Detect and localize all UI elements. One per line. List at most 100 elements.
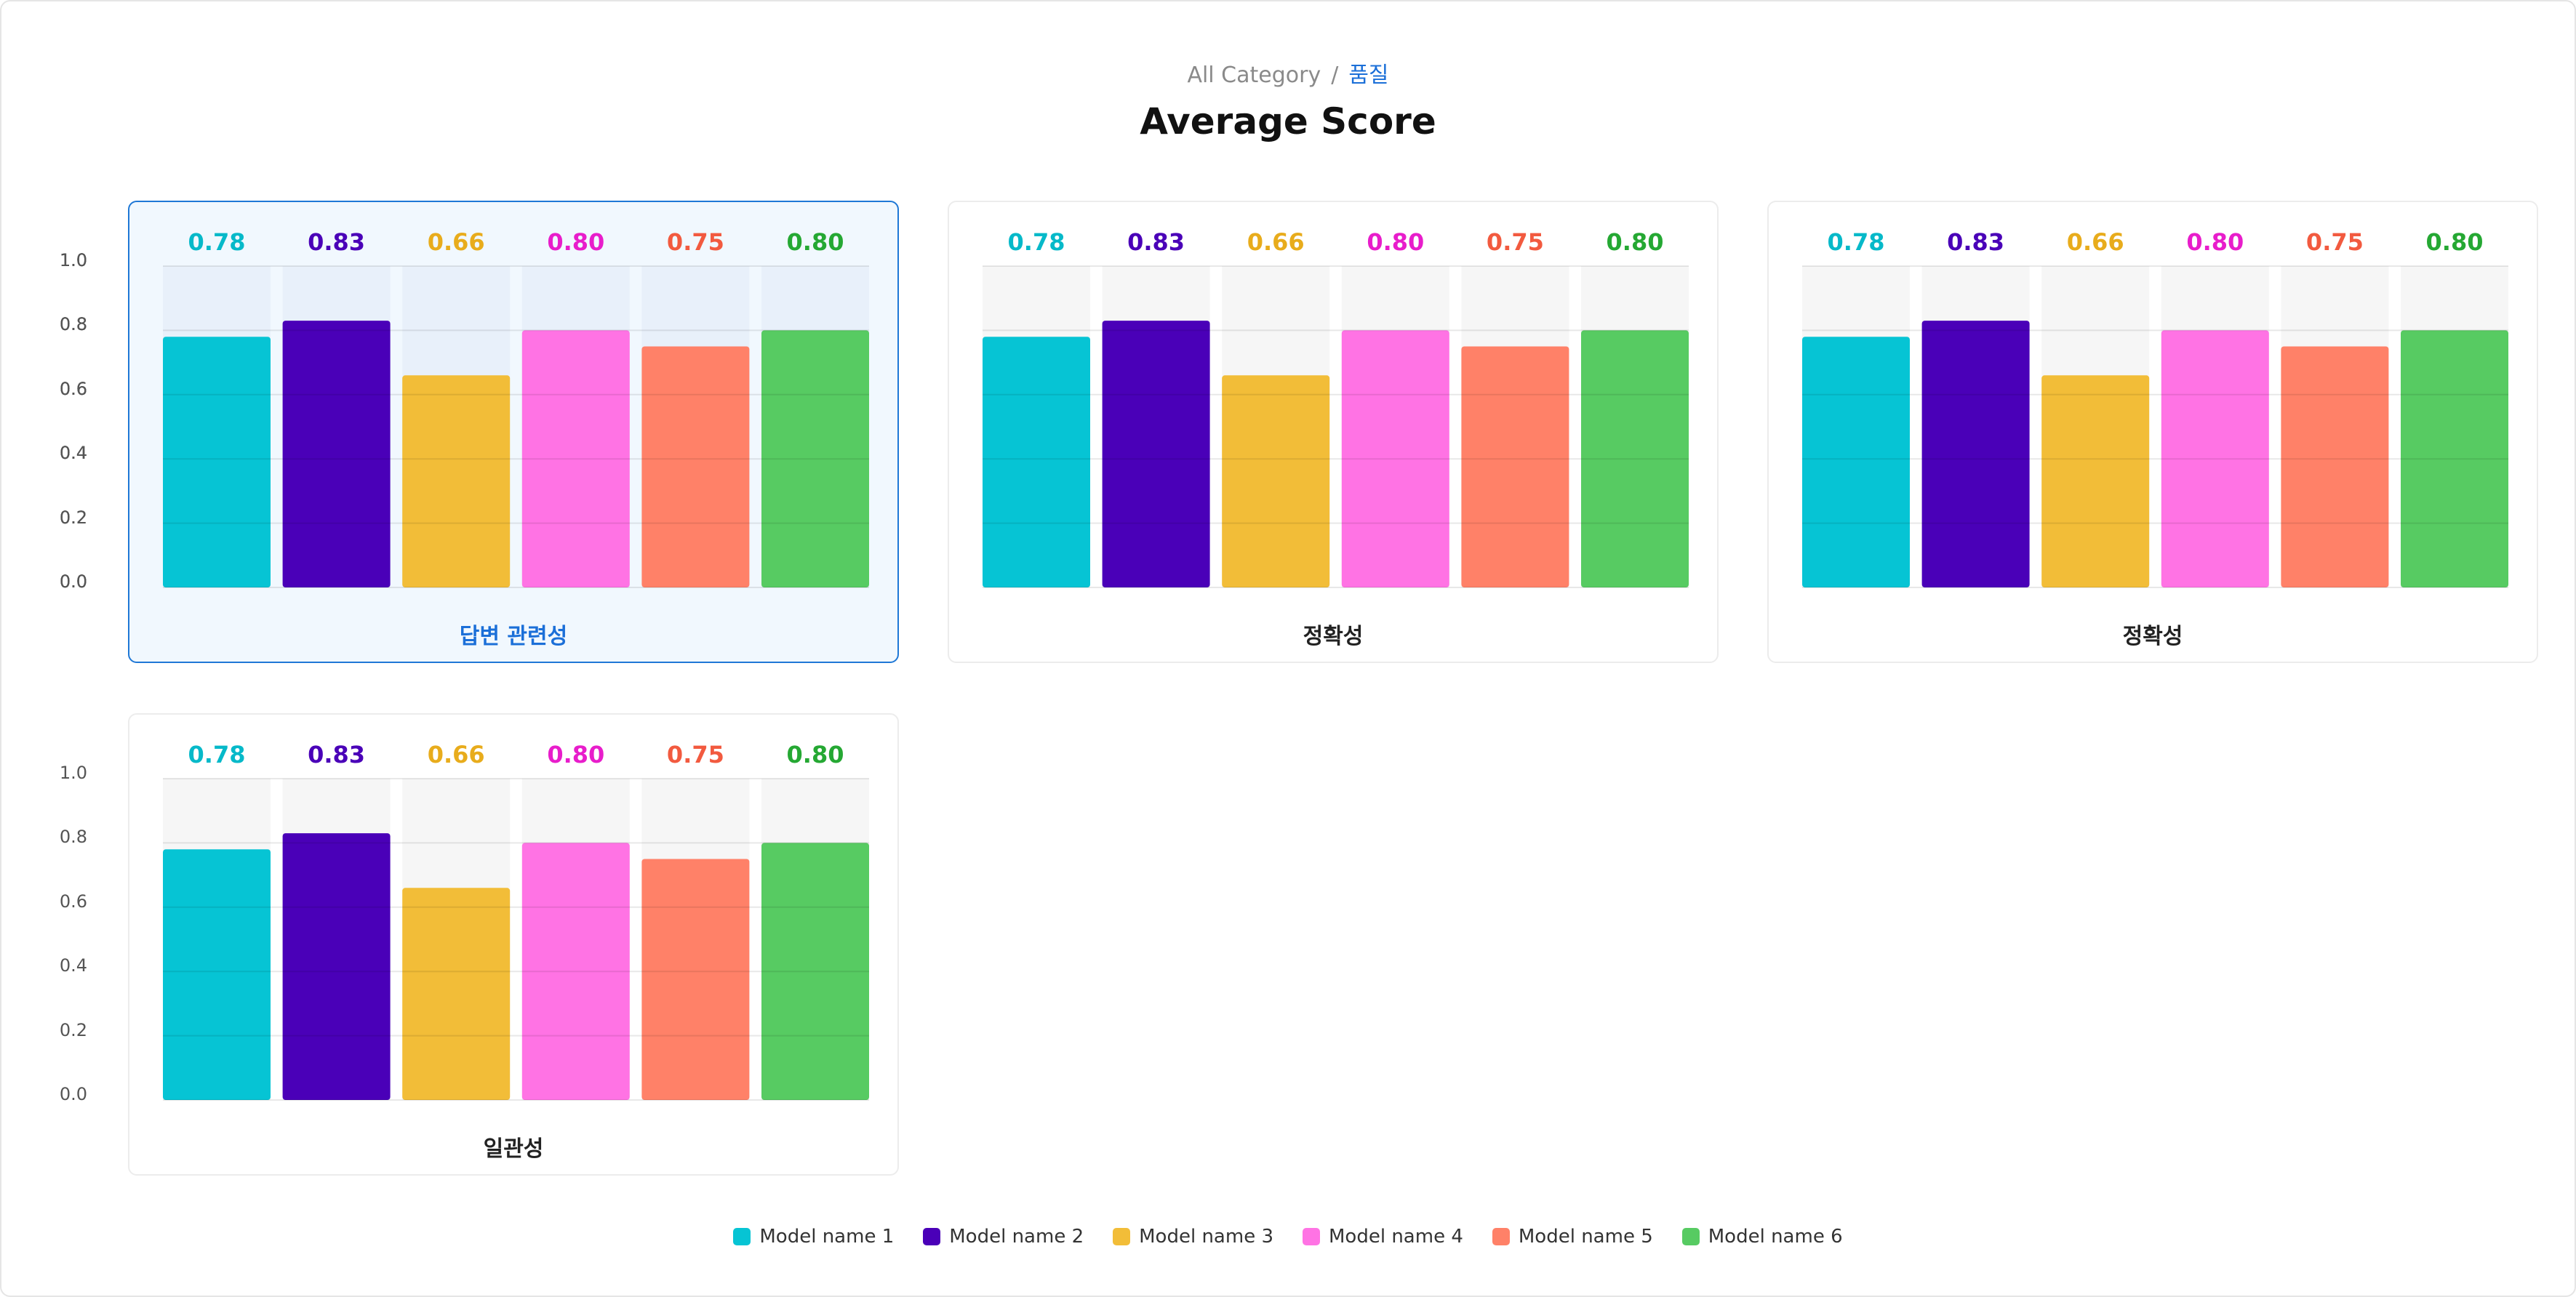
value-label-3: 0.66	[2067, 228, 2124, 256]
y-tick-label: 0.2	[59, 507, 87, 528]
value-label-5: 0.75	[667, 228, 724, 256]
chart-label: 정확성	[2122, 624, 2183, 649]
chart-card-3[interactable]: 0.78 0.83 0.66 0.80 0.75 0.80 정확성	[1767, 201, 2538, 663]
bar-2[interactable]	[282, 321, 391, 587]
bar-chart: 0.78 0.83 0.66 0.80 0.75 0.80	[983, 228, 1689, 588]
legend-item-3[interactable]: Model name 3	[1113, 1226, 1273, 1248]
legend-swatch	[1681, 1228, 1700, 1245]
value-label-4: 0.80	[547, 228, 604, 256]
bar-3[interactable]	[402, 888, 511, 1100]
chart-label: 답변 관련성	[459, 624, 568, 649]
value-label-3: 0.66	[1247, 228, 1305, 256]
bar-5[interactable]	[1461, 346, 1569, 588]
bar-4[interactable]	[521, 843, 630, 1100]
bar-3[interactable]	[2041, 375, 2150, 587]
legend-label: Model name 6	[1708, 1226, 1843, 1248]
bar-6[interactable]	[761, 330, 869, 587]
chart-card-1[interactable]: 0.78 0.83 0.66 0.80 0.75 0.80 답변 관련성	[128, 201, 899, 663]
y-tick-label: 0.2	[59, 507, 87, 528]
bar-2[interactable]	[1102, 321, 1210, 587]
legend-swatch	[923, 1228, 941, 1245]
legend-swatch	[1303, 1228, 1320, 1245]
value-label-2: 0.83	[308, 228, 365, 256]
legend-label: Model name 2	[949, 1226, 1084, 1248]
legend-item-4[interactable]: Model name 4	[1303, 1226, 1463, 1248]
page-title: Average Score	[1140, 100, 1436, 142]
y-tick-label: 0.0	[59, 571, 87, 592]
legend-item-2[interactable]: Model name 2	[923, 1226, 1084, 1248]
bar-6[interactable]	[761, 843, 869, 1100]
value-label-6: 0.80	[787, 228, 844, 256]
bar-4[interactable]	[1341, 330, 1449, 587]
value-label-1: 0.78	[1008, 228, 1065, 256]
y-tick-label: 0.2	[59, 1019, 87, 1040]
value-label-5: 0.75	[667, 741, 724, 768]
bar-1[interactable]	[983, 337, 1090, 587]
legend-item-1[interactable]: Model name 1	[733, 1226, 894, 1248]
value-label-5: 0.75	[2306, 228, 2364, 256]
value-label-6: 0.80	[2426, 228, 2484, 256]
y-axis: 1.0 0.8 0.6 0.4 0.2 0.0	[57, 201, 87, 663]
bar-chart: 0.78 0.83 0.66 0.80 0.75 0.80	[163, 741, 869, 1101]
y-tick-label: 0.8	[59, 314, 87, 335]
chart-label: 정확성	[1303, 624, 1364, 649]
legend-swatch	[733, 1228, 751, 1245]
bar-chart: 0.78 0.83 0.66 0.80 0.75 0.80	[163, 228, 869, 588]
value-label-2: 0.83	[308, 741, 365, 768]
breadcrumb-root[interactable]: All Category	[1187, 63, 1321, 88]
value-label-1: 0.78	[188, 741, 246, 768]
y-tick-label: 0.6	[59, 891, 87, 912]
bar-6[interactable]	[1581, 330, 1689, 587]
y-tick-label: 1.0	[59, 250, 87, 270]
value-label-1: 0.78	[188, 228, 246, 256]
legend-swatch	[1113, 1228, 1131, 1245]
bar-1[interactable]	[1802, 337, 1910, 587]
bar-2[interactable]	[1921, 321, 2030, 587]
legend: Model name 1 Model name 2 Model name 3 Mode…	[0, 1226, 2576, 1248]
breadcrumb-separator: /	[1331, 63, 1339, 88]
y-tick-label: 0.4	[59, 443, 87, 464]
bar-4[interactable]	[2161, 330, 2269, 587]
value-label-5: 0.75	[1487, 228, 1544, 256]
bar-6[interactable]	[2401, 330, 2508, 587]
breadcrumb: All Category / 품질	[0, 57, 2576, 89]
legend-label: Model name 4	[1329, 1226, 1463, 1248]
bar-3[interactable]	[1222, 375, 1330, 587]
bar-1[interactable]	[163, 849, 271, 1100]
value-label-1: 0.78	[1828, 228, 1885, 256]
y-tick-label: 0.6	[59, 378, 87, 399]
value-label-2: 0.83	[1127, 228, 1185, 256]
y-tick-label: 1.0	[59, 250, 87, 270]
bar-2[interactable]	[282, 833, 391, 1100]
chart-card-2[interactable]: 0.78 0.83 0.66 0.80 0.75 0.80 정확성	[948, 201, 1719, 663]
bar-4[interactable]	[521, 330, 630, 587]
bar-5[interactable]	[2281, 346, 2389, 588]
y-tick-label: 0.4	[59, 443, 87, 464]
legend-item-6[interactable]: Model name 6	[1681, 1226, 1843, 1248]
chart-card-4[interactable]: 0.78 0.83 0.66 0.80 0.75 0.80 일관성	[128, 713, 899, 1176]
bar-1[interactable]	[163, 337, 271, 587]
bar-3[interactable]	[402, 375, 511, 587]
y-axis: 1.0 0.8 0.6 0.4 0.2 0.0	[57, 201, 87, 663]
y-tick-label: 0.4	[59, 443, 87, 464]
value-label-4: 0.80	[1367, 228, 1424, 256]
bar-chart: 0.78 0.83 0.66 0.80 0.75 0.80	[1802, 228, 2508, 588]
legend-label: Model name 5	[1518, 1226, 1653, 1248]
y-tick-label: 1.0	[59, 763, 87, 783]
y-tick-label: 0.2	[59, 507, 87, 528]
y-tick-label: 0.4	[59, 955, 87, 976]
value-label-3: 0.66	[428, 741, 485, 768]
bar-5[interactable]	[641, 859, 750, 1101]
value-label-3: 0.66	[428, 228, 485, 256]
value-label-6: 0.80	[787, 741, 844, 768]
y-tick-label: 0.0	[59, 1084, 87, 1104]
breadcrumb-current[interactable]: 품질	[1348, 63, 1389, 88]
y-tick-label: 1.0	[59, 250, 87, 270]
y-tick-label: 0.6	[59, 378, 87, 399]
chart-label: 일관성	[483, 1136, 544, 1162]
legend-item-5[interactable]: Model name 5	[1492, 1226, 1653, 1248]
y-axis: 1.0 0.8 0.6 0.4 0.2 0.0	[57, 201, 87, 663]
bar-5[interactable]	[641, 346, 750, 588]
y-tick-label: 0.8	[59, 314, 87, 335]
